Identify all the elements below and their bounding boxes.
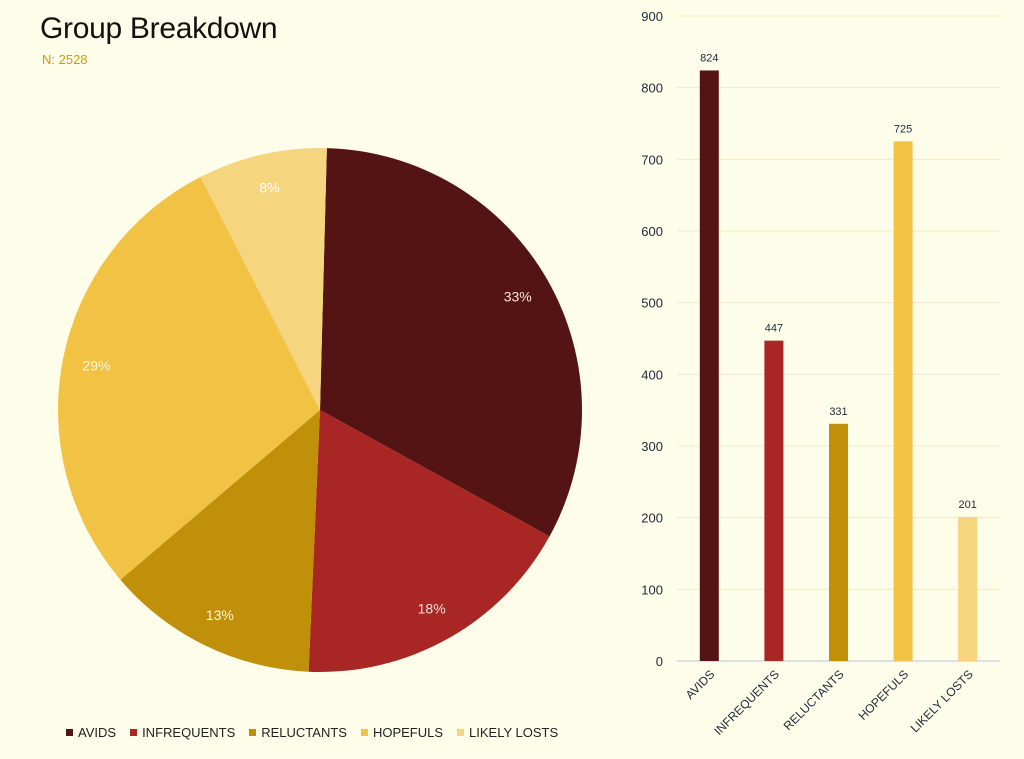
y-tick-label: 600	[641, 224, 663, 239]
legend-label: HOPEFULS	[372, 725, 444, 740]
pie-label-reluctants: 13%	[206, 607, 234, 623]
pie-slice-avids	[320, 148, 582, 537]
x-tick-label: INFREQUENTS	[711, 667, 782, 738]
y-tick-label: 0	[656, 654, 663, 669]
pie-slice-infrequents	[308, 410, 550, 672]
legend-item-hopefuls: HOPEFULS	[360, 725, 444, 740]
legend-swatch	[66, 729, 73, 736]
y-tick-label: 700	[641, 152, 663, 167]
bar-data-label: 201	[959, 499, 977, 511]
legend-swatch	[457, 729, 465, 736]
y-tick-label: 300	[641, 439, 663, 454]
pie-label-likely-losts: 8%	[259, 180, 279, 196]
y-tick-label: 400	[641, 367, 663, 382]
pie-slice-hopefuls	[58, 176, 320, 580]
pie-chart: 33% 18% 13% 29% 8%	[58, 148, 582, 672]
pie-label-hopefuls: 29%	[82, 358, 110, 374]
y-tick-label: 100	[641, 582, 663, 597]
legend-item-infrequents: INFREQUENTS	[130, 725, 235, 740]
bar-avids	[699, 70, 719, 661]
bar-data-label: 447	[765, 323, 783, 335]
bar-hopefuls	[893, 141, 913, 661]
legend-swatch	[360, 729, 368, 736]
pie-label-avids: 33%	[504, 289, 532, 305]
chart-title: Group Breakdown	[40, 12, 278, 45]
bar-data-label: 331	[829, 406, 847, 418]
bar-reluctants	[829, 423, 848, 661]
y-tick-label: 900	[641, 9, 663, 24]
x-tick-label: HOPEFULS	[856, 667, 912, 723]
legend-item-likely-losts: LIKELY LOSTS	[457, 725, 558, 740]
legend-swatch	[249, 729, 257, 736]
legend-label: RELUCTANTS	[261, 725, 347, 740]
bar-data-label: 824	[700, 52, 718, 64]
bar-data-label: 725	[894, 123, 912, 135]
legend-swatch	[130, 729, 138, 736]
x-tick-label: LIKELY LOSTS	[908, 667, 976, 735]
y-tick-label: 200	[641, 511, 663, 526]
legend-label: INFREQUENTS	[142, 725, 236, 740]
pie-slice-reluctants	[120, 410, 320, 672]
x-tick-label: AVIDS	[683, 667, 718, 702]
pie-slice-likely-losts	[200, 148, 327, 410]
legend-item-reluctants: RELUCTANTS	[249, 725, 347, 740]
y-tick-label: 500	[641, 296, 663, 311]
legend-item-avids: AVIDS	[66, 725, 116, 740]
x-tick-label: RELUCTANTS	[781, 667, 847, 733]
legend-label: AVIDS	[78, 725, 117, 740]
chart-legend: AVIDS INFREQUENTS RELUCTANTS HOPEFULS LIKELY…	[66, 725, 572, 740]
bar-likely-losts	[958, 516, 978, 661]
pie-label-infrequents: 18%	[418, 601, 446, 617]
y-tick-label: 800	[641, 81, 663, 96]
legend-label: LIKELY LOSTS	[469, 725, 559, 740]
bar-infrequents	[764, 340, 784, 661]
chart-subtitle: N: 2528	[42, 52, 88, 67]
